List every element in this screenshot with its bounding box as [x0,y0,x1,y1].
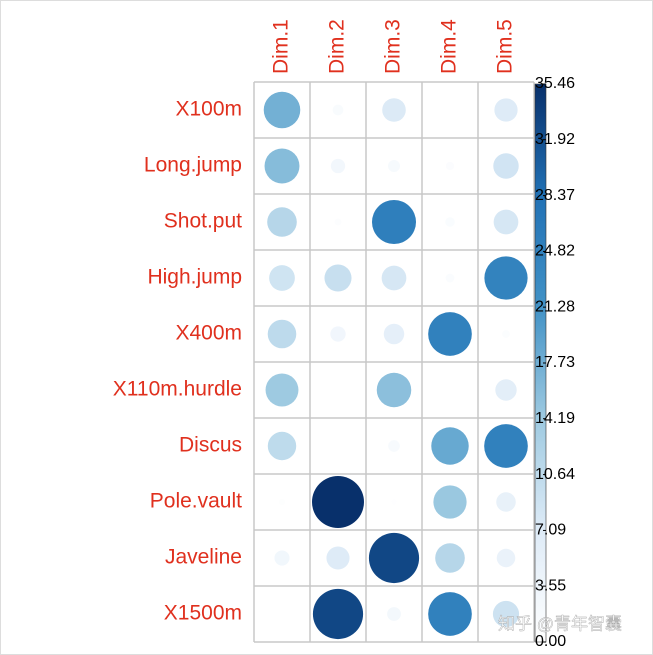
cell-circle [324,264,352,292]
cell-circle [493,209,519,235]
cell-circle [495,379,517,401]
column-label: Dim.4 [438,19,461,74]
cell-circle [484,424,528,468]
colorbar-tick-label: 21.28 [535,298,575,315]
cell-circle [445,217,455,227]
row-label: High.jump [147,266,242,289]
cell-circle [265,373,299,407]
cell-circle [269,265,295,291]
colorbar-tick-label: 14.19 [535,410,575,427]
row-label: Discus [179,434,242,457]
cell-circle [368,532,420,584]
cell-circle [383,323,405,345]
row-label: X110m.hurdle [113,378,242,401]
cell-circle [492,600,520,628]
cell-circle [387,607,401,621]
cell-circle [263,91,301,129]
colorbar-tick-label: 35.46 [535,75,575,92]
cell-circle [435,543,465,573]
cell-circle [267,431,297,461]
cell-circle [326,546,350,570]
column-label: Dim.2 [326,19,349,74]
cell-circle [334,218,342,226]
cell-circle [428,592,472,636]
cell-circle [428,312,472,356]
cell-circle [448,108,452,112]
cell-circle [312,588,364,640]
colorbar-tick-label: 31.92 [535,131,575,148]
column-label: Dim.5 [494,19,517,74]
cell-circle [445,273,455,283]
cell-circle [332,104,344,116]
colorbar-tick-label: 7.09 [535,522,566,539]
row-label: Pole.vault [150,490,242,513]
cell-circle [391,499,397,505]
cell-circle [493,153,519,179]
cell-circle [381,265,407,291]
cell-circle [330,158,346,174]
watermark: 知乎 @青年智囊 [498,614,622,633]
cell-circle [433,485,467,519]
row-label: Shot.put [164,210,242,233]
cell-circle [388,440,400,452]
row-label: X100m [175,98,242,121]
cell-circle [278,498,286,506]
cell-circle [274,550,290,566]
cell-circle [431,427,469,465]
cell-circle [267,319,297,349]
row-label: Long.jump [144,154,242,177]
cell-circle [494,98,518,122]
cell-circle [496,548,516,568]
colorbar-tick-label: 10.64 [535,466,575,483]
cell-circle [387,159,401,173]
cell-circle [382,98,406,122]
colorbar-tick-label: 24.82 [535,243,575,260]
column-label: Dim.1 [270,19,293,74]
cell-circle [371,199,417,245]
row-label: X1500m [164,602,242,625]
colorbar-tick-label: 17.73 [535,354,575,371]
cell-circle [376,372,412,408]
row-label: X400m [175,322,242,345]
cell-circle [502,330,510,338]
column-label: Dim.3 [382,19,405,74]
cell-circle [330,326,346,342]
cell-circle [445,161,455,171]
colorbar-tick-label: 3.55 [535,577,566,594]
colorbar-tick-label: 28.37 [535,187,575,204]
colorbar-tick-label: 0.00 [535,633,566,650]
row-label: Javeline [165,546,242,569]
cell-circle [496,492,516,512]
cell-circle [267,207,297,237]
cell-circle [312,476,364,528]
cell-circle [484,256,528,300]
cell-circle [264,148,300,184]
